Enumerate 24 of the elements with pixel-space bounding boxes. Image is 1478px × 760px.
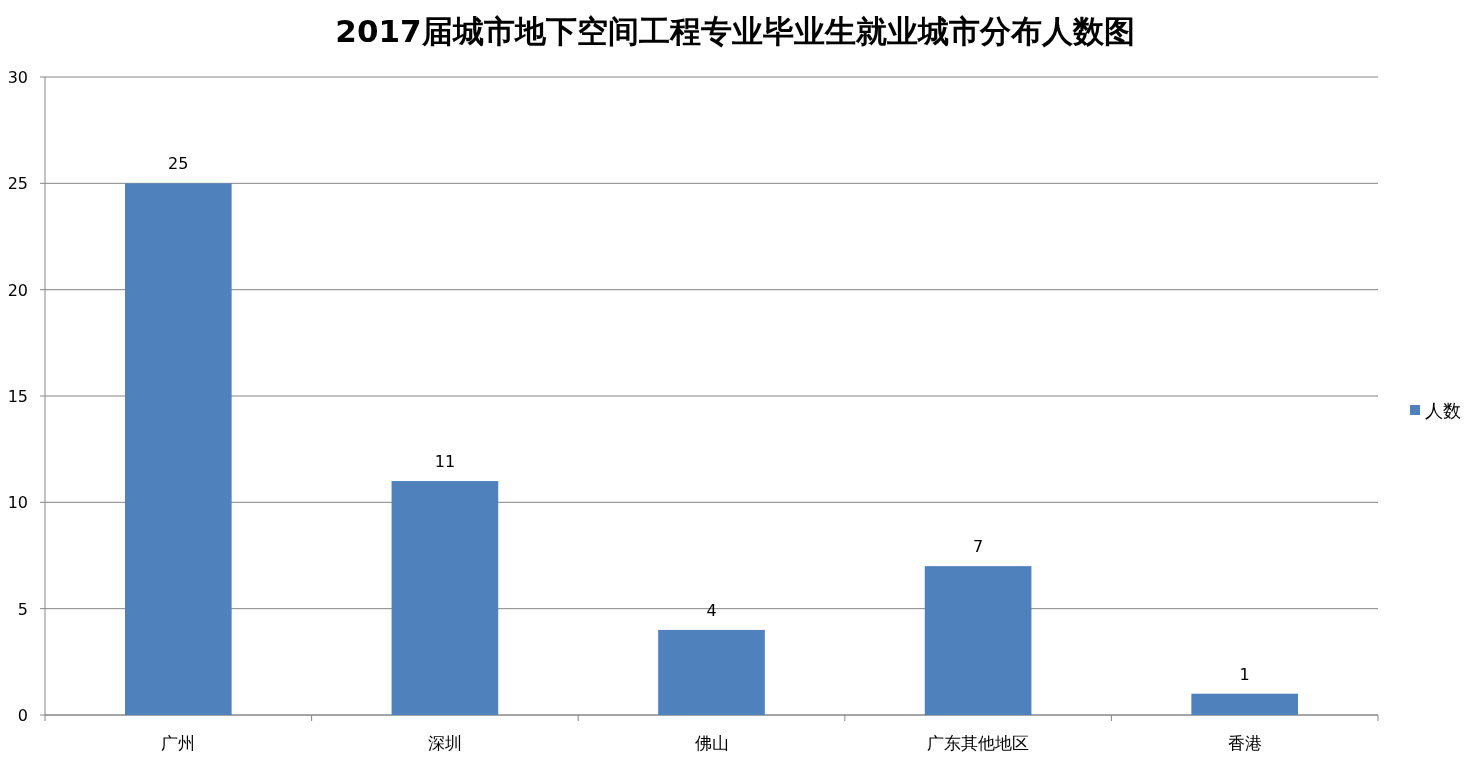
x-tick-label: 广东其他地区: [927, 733, 1030, 753]
data-label: 11: [434, 452, 456, 472]
y-tick-label: 20: [7, 280, 28, 300]
bar: [1191, 693, 1299, 715]
data-label: 1: [1239, 664, 1250, 684]
bar: [658, 629, 765, 715]
legend-label: 人数: [1425, 400, 1461, 421]
y-tick-label: 25: [7, 174, 28, 194]
y-tick-label: 10: [7, 493, 28, 513]
y-tick-label: 0: [17, 706, 28, 725]
data-label: 25: [168, 154, 189, 174]
bar: [124, 183, 232, 715]
data-label: 4: [706, 600, 717, 620]
chart-title: 2017届城市地下空间工程专业毕业生就业城市分布人数图: [335, 13, 1135, 49]
y-tick-label: 15: [7, 387, 28, 406]
data-label: 7: [973, 537, 984, 557]
bar: [391, 481, 499, 715]
y-tick-label: 5: [17, 599, 28, 619]
x-tick-label: 深圳: [427, 733, 462, 753]
x-tick-label: 香港: [1227, 733, 1262, 753]
y-tick-label: 30: [7, 68, 28, 87]
bar: [924, 566, 1032, 715]
x-tick-label: 佛山: [694, 733, 729, 753]
x-tick-label: 广州: [161, 733, 196, 753]
